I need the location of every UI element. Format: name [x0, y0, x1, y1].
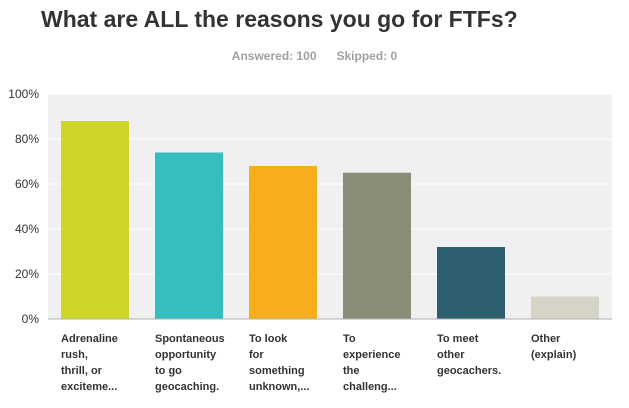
response-summary: Answered: 100 Skipped: 0 [0, 49, 629, 63]
y-tick-label: 40% [15, 222, 39, 236]
y-axis-ticks: 0% 20% 40% 60% 80% 100% [8, 87, 39, 326]
gridlines [48, 93, 612, 275]
x-tick-label: To look for something unknown,... [249, 333, 310, 393]
bar[interactable] [249, 166, 317, 319]
bar[interactable] [437, 247, 505, 319]
bar[interactable] [155, 152, 223, 320]
y-tick-label: 80% [15, 132, 39, 146]
x-tick-label: Other (explain) [531, 333, 577, 361]
x-tick-label: To meet other geocachers. [437, 333, 502, 377]
bars [61, 121, 599, 319]
bar[interactable] [531, 296, 599, 320]
y-tick-label: 60% [15, 177, 39, 191]
y-tick-label: 20% [15, 267, 39, 281]
plot-area [48, 94, 612, 319]
answered-count: Answered: 100 [231, 49, 317, 63]
y-tick-label: 0% [22, 312, 40, 326]
skipped-count: Skipped: 0 [336, 49, 398, 63]
x-tick-label: Adrenaline rush, thrill, or exciteme... [61, 333, 118, 393]
x-tick-label: Spontaneous opportunity to go geocaching. [155, 333, 225, 393]
y-tick-label: 100% [8, 87, 39, 101]
page-title: What are ALL the reasons you go for FTFs… [41, 6, 518, 32]
bar[interactable] [343, 172, 411, 319]
x-tick-label: To experience the challeng... [343, 333, 401, 393]
bar[interactable] [61, 121, 129, 319]
